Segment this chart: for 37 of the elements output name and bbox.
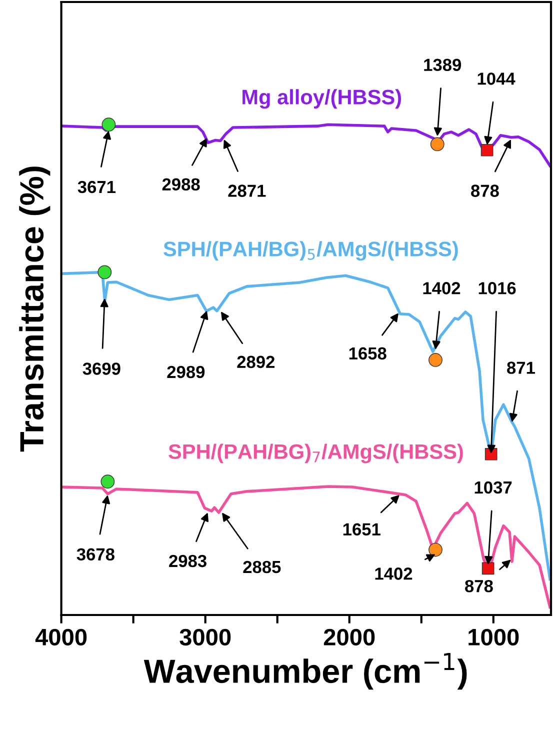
annotation: 1658 [349,347,386,360]
annotation: 2983 [169,554,206,568]
annotation: 878 [465,580,493,592]
point [102,118,116,132]
point [100,474,115,489]
series-label: Mg alloy/(HBSS) [242,89,402,109]
annotation: 2989 [167,366,205,378]
point [428,353,442,367]
annotation: 1651 [343,523,380,536]
x-tick-label: 3000 [180,628,231,646]
annotation: 2871 [228,184,266,197]
point [428,542,442,557]
annotation: 2892 [237,356,274,368]
annotation: 1402 [423,282,460,294]
point [480,144,494,156]
x-tick-label: 2000 [324,628,375,646]
annotation: 3671 [78,180,116,194]
y-axis-title: Transmittance (%) [19,166,50,452]
annotation: 3699 [82,362,120,375]
annotation: 3678 [76,548,114,561]
annotation: 1389 [424,58,462,72]
x-tick-label: 4000 [35,628,87,646]
annotation: 871 [507,362,535,374]
annotation: 1402 [375,568,412,580]
annotation: 1044 [478,72,516,85]
annotation: 878 [471,184,499,197]
point [482,562,494,575]
series-label: SPH/(PAH/BG)$_{7}$/AMgS/(HBSS) [168,444,463,464]
annotation: 1037 [474,481,512,494]
annotation: 2988 [162,178,200,190]
point [430,137,444,152]
series-label: SPH/(PAH/BG)$_{5}$/AMgS/(HBSS) [164,241,458,261]
x-axis-title: Wavenumber (cm$^{−1}$) [144,652,467,690]
annotation: 1016 [478,282,516,294]
point [98,265,112,280]
annotation: 2885 [243,560,281,574]
x-tick-label: 1000 [468,628,519,646]
